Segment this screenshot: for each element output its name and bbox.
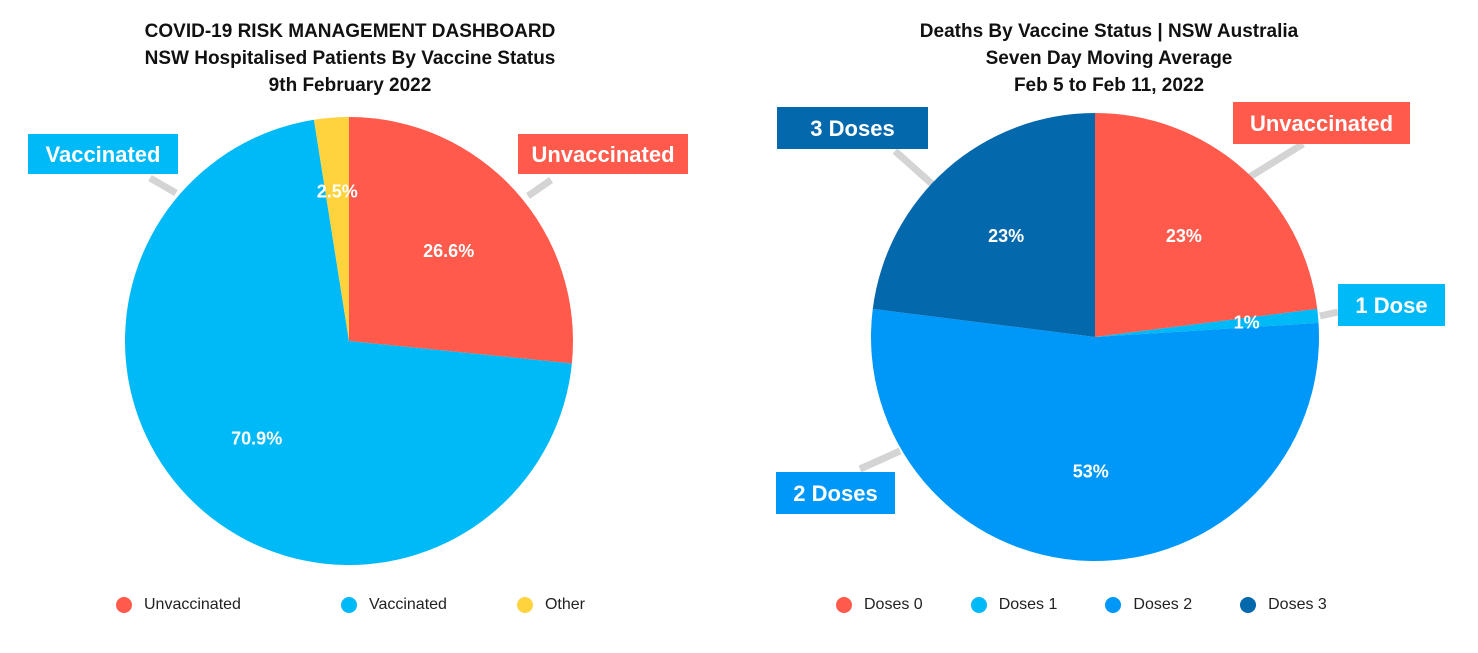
callout-line-doses-2 xyxy=(858,447,902,473)
pie-slice-doses-1[interactable] xyxy=(1095,308,1319,337)
chart-title: COVID-19 RISK MANAGEMENT DASHBOARD xyxy=(144,21,556,42)
chart-subtitle-line-2: 9th February 2022 xyxy=(268,75,432,96)
callout-label: 1 Dose xyxy=(1355,293,1427,318)
callout-line-doses-1 xyxy=(1319,308,1339,320)
callout-vaccinated: Vaccinated xyxy=(28,134,178,174)
legend-dot xyxy=(116,597,132,613)
callout-line-doses-0 xyxy=(1246,141,1305,181)
deaths-pie-chart: 23% 1% 53% 23% Unvaccinated 1 Dose 2 Doses 3 Do… xyxy=(776,102,1445,561)
legend-label: Doses 0 xyxy=(864,596,923,613)
chart-legend: Unvaccinated Vaccinated Other xyxy=(116,596,585,614)
legend-label: Doses 1 xyxy=(998,596,1058,613)
chart-subtitle-line-1: NSW Hospitalised Patients By Vaccine Sta… xyxy=(144,48,556,69)
pie-slice-other[interactable] xyxy=(313,117,349,341)
legend-label: Doses 3 xyxy=(1268,596,1327,613)
legend-label: Doses 2 xyxy=(1133,596,1193,613)
callout-unvaccinated: Unvaccinated xyxy=(518,134,688,174)
legend-item-doses-3[interactable]: Doses 3 xyxy=(1240,596,1327,614)
callout-label: 2 Doses xyxy=(793,481,877,506)
callout-lines xyxy=(858,141,1339,473)
legend-dot xyxy=(516,597,533,613)
chart-title-block: COVID-19 RISK MANAGEMENT DASHBOARD NSW H… xyxy=(0,18,700,99)
legend-label: Unvaccinated xyxy=(144,596,241,613)
legend-dot xyxy=(340,597,357,613)
slice-label-unvaccinated: 26.6% xyxy=(423,241,474,261)
pie-slice-vaccinated[interactable] xyxy=(125,119,572,565)
slice-label-doses-3: 23% xyxy=(988,226,1024,246)
hospitalised-chart-panel: COVID-19 RISK MANAGEMENT DASHBOARD NSW H… xyxy=(0,0,700,653)
callout-doses-1: 1 Dose xyxy=(1338,284,1445,326)
callout-doses-2: 2 Doses xyxy=(776,472,895,514)
deaths-chart-panel: Deaths By Vaccine Status | NSW Australia… xyxy=(740,0,1478,653)
legend-dot xyxy=(836,597,852,613)
chart-title: Deaths By Vaccine Status | NSW Australia xyxy=(919,21,1299,42)
pie-slice-unvaccinated[interactable] xyxy=(349,117,573,364)
slice-label-doses-0: 23% xyxy=(1166,226,1202,246)
callout-label: Unvaccinated xyxy=(1250,111,1393,136)
slice-label-vaccinated: 70.9% xyxy=(231,429,282,449)
callout-line-doses-3 xyxy=(892,148,935,187)
chart-title-block: Deaths By Vaccine Status | NSW Australia… xyxy=(740,18,1478,99)
chart-subtitle-line-1: Seven Day Moving Average xyxy=(985,48,1233,69)
legend-item-doses-0[interactable]: Doses 0 xyxy=(836,596,923,614)
legend-dot xyxy=(1240,597,1257,613)
legend-dot xyxy=(1105,597,1122,613)
chart-legend: Doses 0 Doses 1 Doses 2 Doses 3 xyxy=(836,596,1327,614)
callout-line-unvaccinated xyxy=(526,177,553,199)
pie-slice-doses-0[interactable] xyxy=(1095,113,1318,337)
pie-slice-doses-2[interactable] xyxy=(870,308,1319,561)
slice-label-doses-1: 1% xyxy=(1234,313,1260,333)
callout-lines xyxy=(148,174,553,199)
legend-item-doses-1[interactable]: Doses 1 xyxy=(970,596,1058,614)
callout-label: 3 Doses xyxy=(810,116,894,141)
legend-item-unvaccinated[interactable]: Unvaccinated xyxy=(116,596,241,614)
pie-slice-doses-3[interactable] xyxy=(872,113,1095,337)
legend-label: Vaccinated xyxy=(368,596,447,613)
callout-doses-0: Unvaccinated xyxy=(1233,102,1410,144)
callout-doses-3: 3 Doses xyxy=(777,107,928,149)
legend-label: Other xyxy=(544,596,585,613)
callout-line-vaccinated xyxy=(148,174,178,197)
legend-item-vaccinated[interactable]: Vaccinated xyxy=(340,596,447,614)
slice-label-other: 2.5% xyxy=(317,181,358,201)
callout-label: Vaccinated xyxy=(46,142,161,167)
slice-label-doses-2: 53% xyxy=(1073,461,1109,481)
callout-label: Unvaccinated xyxy=(531,142,674,167)
chart-subtitle-line-2: Feb 5 to Feb 11, 2022 xyxy=(1013,75,1205,96)
hospitalised-pie-chart: 26.6% 70.9% 2.5% Unvaccinated Vaccinated xyxy=(28,117,688,565)
legend-item-other[interactable]: Other xyxy=(516,596,585,614)
legend-dot xyxy=(970,597,987,613)
legend-item-doses-2[interactable]: Doses 2 xyxy=(1105,596,1192,614)
